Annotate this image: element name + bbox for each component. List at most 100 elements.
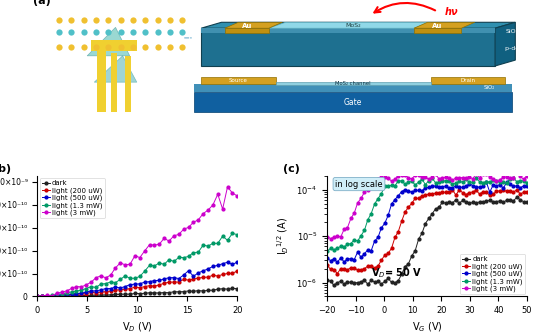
light (3 mW) xyxy=(156,242,163,246)
light (1.3 mW) xyxy=(171,260,177,264)
light (3 mW) xyxy=(234,194,240,198)
light (200 uW) xyxy=(185,278,192,282)
light (3 mW) xyxy=(68,286,75,290)
light (500 uW) xyxy=(385,213,391,217)
light (500 uW) xyxy=(117,286,124,290)
dark xyxy=(378,282,385,286)
dark xyxy=(392,281,398,285)
light (1.3 mW) xyxy=(510,176,517,180)
light (500 uW) xyxy=(171,276,177,280)
Line: dark: dark xyxy=(326,196,529,287)
light (200 uW) xyxy=(456,188,462,192)
light (1.3 mW) xyxy=(358,233,364,238)
light (3 mW) xyxy=(180,227,187,231)
light (1.3 mW) xyxy=(73,289,80,293)
light (200 uW) xyxy=(190,277,196,281)
light (3 mW) xyxy=(166,239,172,243)
dark xyxy=(78,293,85,297)
dark xyxy=(229,286,235,290)
light (500 uW) xyxy=(132,282,138,286)
light (500 uW) xyxy=(185,269,192,273)
light (1.3 mW) xyxy=(147,263,153,267)
light (200 uW) xyxy=(524,190,530,194)
dark xyxy=(136,291,143,295)
dark xyxy=(385,276,391,280)
light (200 uW) xyxy=(195,276,202,280)
light (3 mW) xyxy=(175,232,182,237)
dark xyxy=(224,287,231,291)
dark xyxy=(93,293,99,297)
light (500 uW) xyxy=(59,293,65,297)
light (1.3 mW) xyxy=(136,274,143,278)
dark xyxy=(88,293,94,297)
light (1.3 mW) xyxy=(229,231,235,236)
Legend: dark, light (200 uW), light (500 uW), light (1.3 mW), light (3 mW): dark, light (200 uW), light (500 uW), li… xyxy=(40,178,105,218)
light (3 mW) xyxy=(327,237,334,241)
dark xyxy=(151,291,158,295)
light (500 uW) xyxy=(195,271,202,275)
dark xyxy=(83,293,89,297)
light (1.3 mW) xyxy=(122,274,128,278)
light (200 uW) xyxy=(161,281,167,285)
light (500 uW) xyxy=(34,294,41,298)
light (200 uW) xyxy=(97,290,104,294)
light (200 uW) xyxy=(361,267,368,271)
light (500 uW) xyxy=(234,260,240,264)
light (3 mW) xyxy=(392,178,398,182)
dark xyxy=(156,291,163,295)
light (3 mW) xyxy=(453,176,459,180)
light (500 uW) xyxy=(127,282,133,286)
light (1.3 mW) xyxy=(78,288,85,292)
Line: light (500 uW): light (500 uW) xyxy=(36,261,239,298)
dark xyxy=(141,291,148,295)
light (1.3 mW) xyxy=(156,261,163,265)
light (500 uW) xyxy=(54,293,60,297)
light (3 mW) xyxy=(122,263,128,267)
light (500 uW) xyxy=(44,294,50,298)
light (3 mW) xyxy=(54,291,60,295)
dark xyxy=(108,293,114,297)
light (1.3 mW) xyxy=(205,244,211,248)
light (1.3 mW) xyxy=(112,281,119,285)
light (200 uW) xyxy=(112,288,119,292)
light (3 mW) xyxy=(44,293,50,297)
light (3 mW) xyxy=(378,176,385,180)
light (500 uW) xyxy=(151,278,158,282)
light (3 mW) xyxy=(112,266,119,270)
dark xyxy=(190,289,196,293)
light (200 uW) xyxy=(132,285,138,289)
light (200 uW) xyxy=(229,271,235,275)
light (200 uW) xyxy=(73,292,80,296)
light (3 mW) xyxy=(385,176,391,180)
light (3 mW) xyxy=(132,254,138,258)
light (3 mW) xyxy=(215,192,221,196)
light (500 uW) xyxy=(334,260,341,264)
light (200 uW) xyxy=(378,258,385,262)
light (200 uW) xyxy=(156,283,163,287)
light (500 uW) xyxy=(88,289,94,293)
dark xyxy=(395,279,401,283)
dark xyxy=(210,288,216,292)
Line: light (1.3 mW): light (1.3 mW) xyxy=(326,177,529,253)
Line: light (3 mW): light (3 mW) xyxy=(326,171,529,240)
light (200 uW) xyxy=(334,272,341,276)
light (200 uW) xyxy=(180,277,187,281)
light (200 uW) xyxy=(39,294,45,298)
light (200 uW) xyxy=(215,274,221,278)
dark xyxy=(200,289,207,293)
light (3 mW) xyxy=(190,220,196,224)
light (3 mW) xyxy=(127,262,133,266)
light (3 mW) xyxy=(395,174,401,178)
light (200 uW) xyxy=(103,289,109,293)
light (3 mW) xyxy=(524,174,530,178)
light (1.3 mW) xyxy=(388,183,395,187)
light (200 uW) xyxy=(122,287,128,291)
light (1.3 mW) xyxy=(132,276,138,280)
light (1.3 mW) xyxy=(190,251,196,255)
dark xyxy=(234,286,240,290)
dark xyxy=(64,294,70,298)
light (1.3 mW) xyxy=(175,255,182,259)
light (500 uW) xyxy=(39,294,45,298)
light (1.3 mW) xyxy=(127,276,133,280)
light (1.3 mW) xyxy=(68,290,75,294)
